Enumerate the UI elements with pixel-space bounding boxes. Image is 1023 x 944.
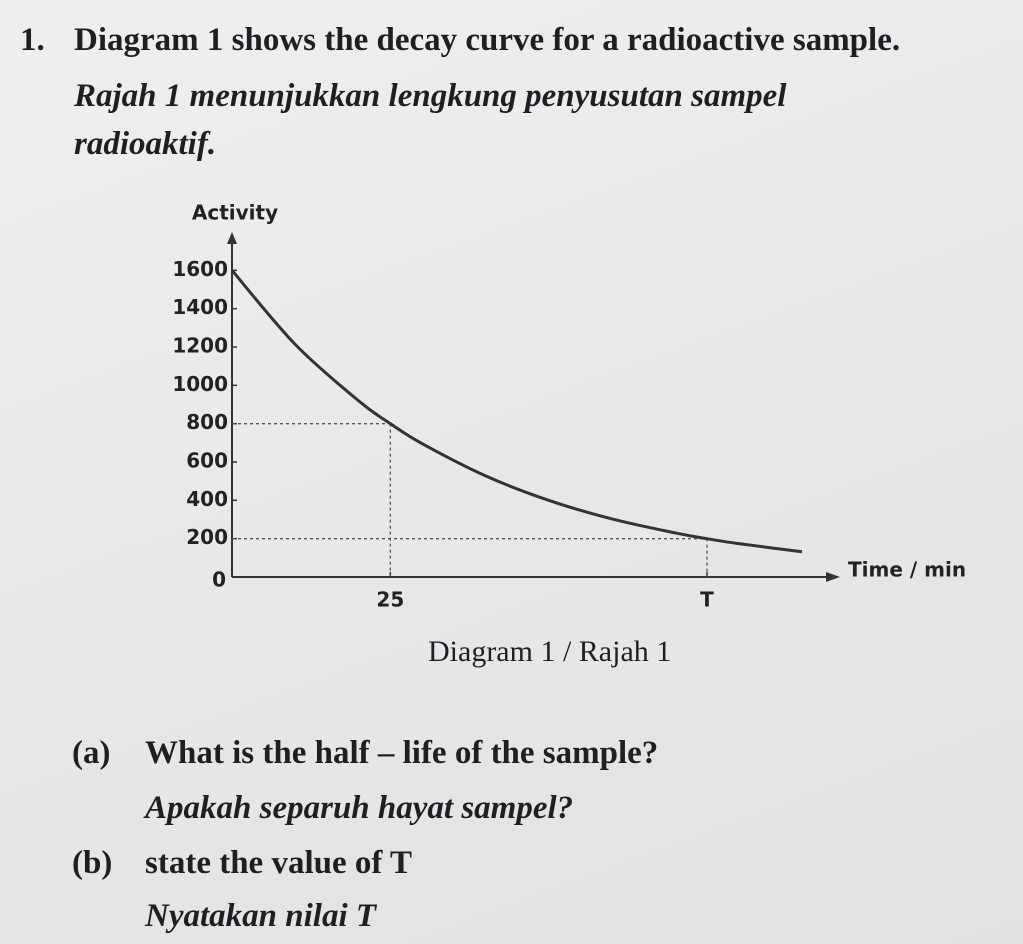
y-axis-label: Activity <box>192 201 278 225</box>
part-text-ms: Apakah separuh hayat sampel? <box>145 790 574 826</box>
y-tick-label: 1600 <box>172 257 228 281</box>
y-tick-label: 800 <box>186 410 228 434</box>
part-label: (b) <box>72 845 113 881</box>
question-number: 1. <box>20 22 45 58</box>
y-tick-label: 400 <box>186 487 228 511</box>
y-tick-label: 1400 <box>172 295 228 319</box>
question-text: Diagram 1 shows the decay curve for a ra… <box>74 22 901 58</box>
y-tick-label: 1200 <box>172 334 228 358</box>
question-text-ms: radioaktif. <box>74 126 217 162</box>
diagram-caption: Diagram 1 / Rajah 1 <box>428 635 672 668</box>
decay-curve <box>230 269 803 554</box>
y-tick-label: 600 <box>186 449 228 473</box>
part-text-ms: Nyatakan nilai T <box>145 898 377 934</box>
y-tick-label: 200 <box>186 525 228 549</box>
y-tick-label: 1000 <box>172 372 228 396</box>
part-text: state the value of T <box>145 845 413 881</box>
x-axis-label: Time / min <box>848 558 966 582</box>
question-text-ms: Rajah 1 menunjukkan lengkung penyusutan … <box>74 78 787 114</box>
part-label: (a) <box>72 735 111 771</box>
x-tick-label: T <box>700 588 714 612</box>
x-tick-label: 25 <box>376 588 404 612</box>
part-text: What is the half – life of the sample? <box>145 735 659 771</box>
x-axis-arrow <box>826 572 840 582</box>
y-axis-arrow <box>227 232 237 244</box>
y-tick-label: 0 <box>212 568 226 592</box>
